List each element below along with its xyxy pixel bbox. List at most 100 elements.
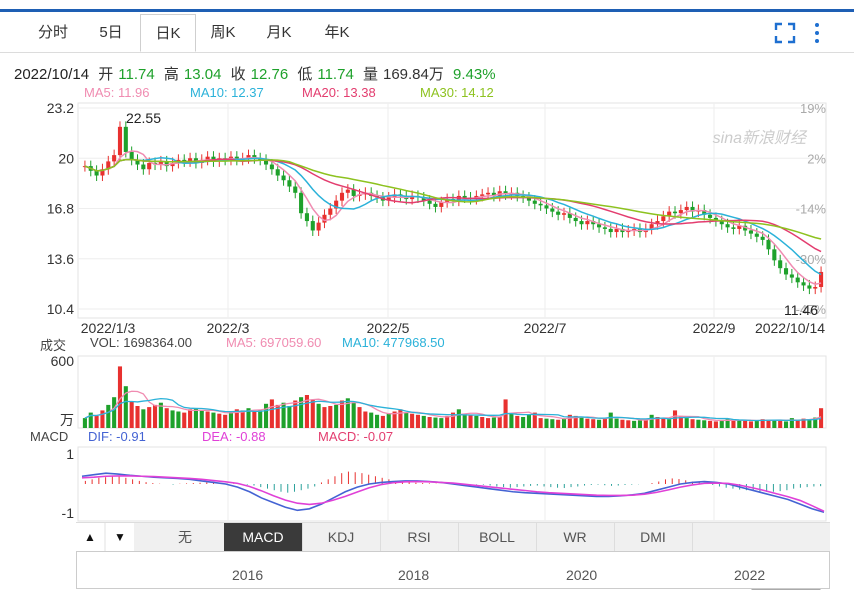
close-value: 12.76 bbox=[250, 66, 289, 83]
date-tick-label: 2022/5 bbox=[367, 320, 410, 336]
tab-monthly-k[interactable]: 月K bbox=[266, 24, 292, 41]
volume-bar bbox=[123, 386, 128, 428]
candle-body bbox=[182, 159, 187, 162]
volume-bar bbox=[164, 408, 169, 428]
candle-body bbox=[287, 180, 292, 187]
volume-bar bbox=[649, 414, 654, 428]
volume-bar bbox=[725, 419, 730, 428]
candle-body bbox=[252, 155, 257, 159]
candle-body bbox=[427, 200, 432, 204]
volume-value: 169.84万 bbox=[382, 66, 444, 83]
tab-weekly-k[interactable]: 周K bbox=[210, 24, 236, 41]
candle-body bbox=[573, 217, 578, 222]
candle-body bbox=[614, 228, 619, 233]
volume-bar bbox=[480, 417, 485, 428]
sina-watermark: sina新浪财经 bbox=[713, 129, 808, 147]
volume-bar bbox=[450, 412, 456, 428]
volume-bar bbox=[100, 410, 105, 428]
tab-5day[interactable]: 5日 bbox=[99, 24, 123, 41]
volume-bar bbox=[643, 419, 648, 428]
indicator-rsi[interactable]: RSI bbox=[380, 523, 459, 551]
indicator-kdj[interactable]: KDJ bbox=[302, 523, 381, 551]
tab-yearly-k[interactable]: 年K bbox=[324, 24, 350, 41]
tab-daily-k[interactable]: 日K bbox=[140, 14, 196, 52]
volume-bar bbox=[526, 414, 531, 428]
more-menu-icon[interactable] bbox=[812, 22, 822, 49]
volume-bar bbox=[550, 419, 555, 428]
candle-body bbox=[667, 211, 672, 217]
candle-body bbox=[597, 224, 602, 228]
volume-bar bbox=[88, 412, 93, 428]
volume-bar bbox=[731, 419, 736, 428]
candle-body bbox=[410, 195, 415, 200]
price-tick-label: 23.2 bbox=[47, 100, 74, 116]
scroll-down-button[interactable]: ▼ bbox=[106, 523, 134, 551]
candle-body bbox=[421, 197, 426, 201]
indicator-wr[interactable]: WR bbox=[536, 523, 615, 551]
volume-bar bbox=[445, 415, 450, 428]
candle-body bbox=[328, 208, 333, 215]
candle-body bbox=[293, 186, 298, 193]
indicator-none[interactable]: 无 bbox=[146, 523, 225, 551]
volume-bar bbox=[246, 408, 251, 428]
macd-panel-frame bbox=[77, 446, 827, 522]
candle-body bbox=[170, 162, 175, 167]
candle-body bbox=[702, 210, 707, 215]
volume-bar bbox=[813, 417, 818, 428]
candle-body bbox=[334, 200, 339, 209]
tab-fenshi[interactable]: 分时 bbox=[37, 24, 68, 41]
candle-body bbox=[556, 211, 561, 215]
candle-body bbox=[585, 221, 590, 225]
change-percent: 9.43% bbox=[453, 66, 496, 83]
ma30-line bbox=[84, 158, 822, 240]
date-tick-label: 2022/3 bbox=[207, 320, 250, 336]
candle-body bbox=[211, 156, 216, 162]
history-overview[interactable] bbox=[76, 551, 830, 589]
indicator-boll[interactable]: BOLL bbox=[458, 523, 537, 551]
candle-body bbox=[486, 192, 491, 195]
candle-body bbox=[135, 159, 140, 165]
volume-bar bbox=[176, 411, 181, 428]
candle-body bbox=[737, 225, 742, 229]
volume-bar bbox=[661, 418, 666, 428]
volume-bar bbox=[655, 417, 660, 428]
scroll-up-button[interactable]: ▲ bbox=[76, 523, 104, 551]
macd-dif: DIF: -0.91 bbox=[88, 429, 146, 444]
ma30-legend: MA30: 14.12 bbox=[420, 85, 494, 100]
volume-bar bbox=[269, 399, 274, 428]
percent-tick-label: -47% bbox=[796, 302, 827, 317]
volume-bar bbox=[375, 414, 380, 428]
price-tick-label: 10.4 bbox=[47, 301, 74, 317]
min-price-label: 11.46 bbox=[784, 302, 818, 318]
percent-tick-label: 2% bbox=[807, 151, 826, 166]
fullscreen-icon[interactable] bbox=[774, 22, 796, 49]
candle-body bbox=[813, 287, 818, 289]
date-tick-label: 2022/1/3 bbox=[81, 320, 136, 336]
volume-bar bbox=[626, 420, 631, 428]
volume-bar bbox=[708, 420, 713, 428]
macd-tick-label: -1 bbox=[62, 505, 75, 521]
candle-body bbox=[275, 169, 280, 176]
volume-bar bbox=[263, 403, 269, 428]
volume-bar bbox=[112, 397, 117, 428]
volume-bar bbox=[240, 410, 245, 428]
candle-body bbox=[281, 175, 286, 181]
volume-bar bbox=[82, 418, 87, 428]
macd-title: MACD bbox=[30, 429, 69, 444]
indicator-macd[interactable]: MACD bbox=[224, 523, 303, 551]
volume-bar bbox=[486, 418, 491, 428]
volume-bar bbox=[345, 398, 350, 428]
volume-bar bbox=[602, 418, 607, 428]
volume-bar bbox=[509, 413, 514, 428]
candle-body bbox=[783, 268, 789, 275]
indicator-dmi[interactable]: DMI bbox=[614, 523, 693, 551]
volume-unit-label: 万 bbox=[60, 412, 74, 428]
volume-bar bbox=[491, 417, 496, 428]
volume-bar bbox=[713, 421, 718, 428]
candle-body bbox=[772, 249, 777, 261]
dif-line bbox=[81, 472, 825, 513]
volume-ma10-line bbox=[84, 397, 822, 422]
volume-bar bbox=[334, 404, 339, 428]
candle-body bbox=[491, 192, 496, 196]
candle-body bbox=[661, 216, 666, 222]
